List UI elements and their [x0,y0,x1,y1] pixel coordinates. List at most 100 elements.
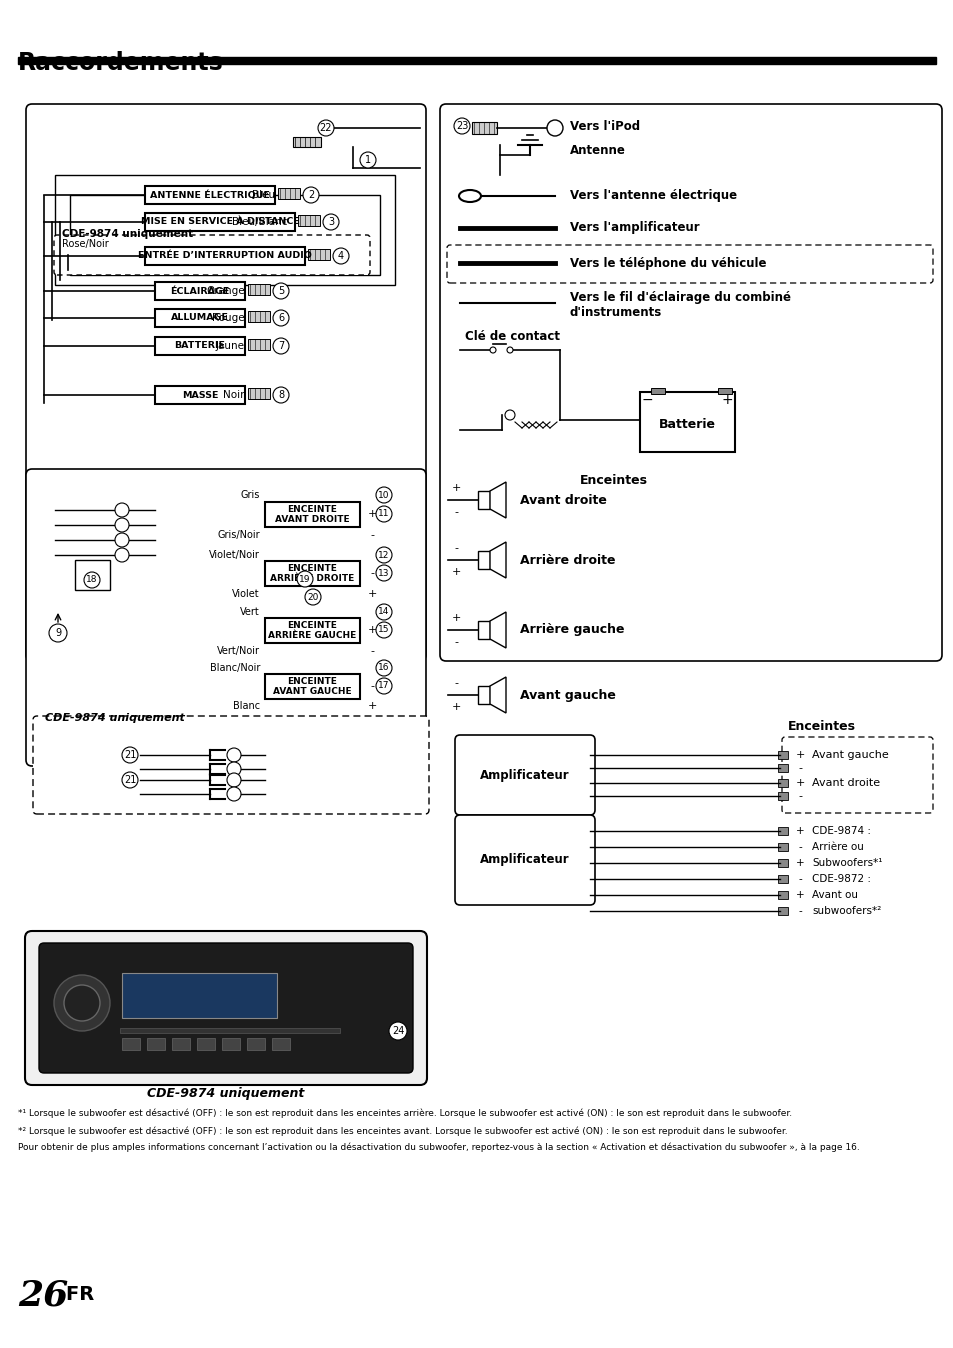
Bar [778,751,787,759]
Text: 11: 11 [377,510,390,519]
Text: 2: 2 [308,190,314,200]
Text: CDE-9874 uniquement: CDE-9874 uniquement [45,713,185,723]
Bar [248,388,270,399]
Bar [778,842,787,851]
Text: Rouge: Rouge [213,313,245,324]
Bar [55,175,395,284]
Text: +: + [795,857,803,868]
Bar [145,186,274,204]
Text: ÉCLAIRAGE: ÉCLAIRAGE [171,287,230,295]
Text: 16: 16 [377,663,390,673]
Text: 23: 23 [456,121,468,131]
Text: Violet/Noir: Violet/Noir [209,550,260,559]
Bar [472,123,497,133]
Bar [778,907,787,915]
Text: Noir: Noir [223,390,245,400]
Text: *¹ Lorsque le subwoofer est désactivé (OFF) : le son est reproduit dans les ence: *¹ Lorsque le subwoofer est désactivé (O… [18,1108,791,1117]
Bar [778,859,787,867]
Bar [247,1038,265,1050]
Bar [778,779,787,787]
Bar [778,875,787,883]
Text: 21: 21 [124,775,136,785]
Circle shape [375,487,392,503]
Text: -: - [454,638,457,647]
Text: Vers l'iPod: Vers l'iPod [569,120,639,132]
Text: CDE-9874 :: CDE-9874 : [811,826,870,836]
Text: Gris/Noir: Gris/Noir [217,530,260,541]
FancyBboxPatch shape [439,104,941,661]
Text: Enceintes: Enceintes [787,720,855,733]
Text: −: − [640,394,652,407]
Text: 1: 1 [365,155,371,164]
Circle shape [273,338,289,355]
Text: -: - [798,874,801,884]
Circle shape [389,1022,407,1041]
Text: 24: 24 [392,1026,404,1037]
Bar [147,1038,165,1050]
Text: +: + [720,394,732,407]
Bar [70,195,379,275]
Text: 20: 20 [307,593,318,601]
Text: CDE-9872 :: CDE-9872 : [811,874,870,884]
Circle shape [375,547,392,563]
Text: Avant droite: Avant droite [811,778,880,789]
Text: Rose/Noir: Rose/Noir [62,239,109,249]
Circle shape [490,346,496,353]
Text: Avant gauche: Avant gauche [811,749,888,760]
Text: Arrière ou: Arrière ou [811,842,863,852]
Circle shape [64,985,100,1020]
Bar [778,891,787,899]
Circle shape [227,787,241,801]
Bar [778,793,787,799]
Text: Gris: Gris [240,491,260,500]
Bar [222,1038,240,1050]
FancyBboxPatch shape [455,816,595,905]
FancyBboxPatch shape [781,737,932,813]
Text: ALLUMAGE: ALLUMAGE [171,314,229,322]
Circle shape [359,152,375,168]
Text: Bleu: Bleu [252,190,274,200]
Bar [122,1038,140,1050]
Circle shape [305,589,320,605]
Text: -: - [797,763,801,772]
Text: 19: 19 [299,574,311,584]
Text: Enceintes: Enceintes [579,473,647,487]
Text: -: - [797,791,801,801]
Text: -: - [454,678,457,687]
Bar [477,551,490,569]
Polygon shape [490,483,505,518]
Circle shape [122,747,138,763]
Text: Vers le téléphone du véhicule: Vers le téléphone du véhicule [569,256,765,270]
Text: Blanc/Noir: Blanc/Noir [210,663,260,673]
Bar [293,137,320,147]
Bar [248,311,270,322]
Text: -: - [370,681,374,692]
Text: Avant gauche: Avant gauche [519,689,616,701]
Text: *² Lorsque le subwoofer est désactivé (OFF) : le son est reproduit dans les ence: *² Lorsque le subwoofer est désactivé (O… [18,1126,787,1135]
Circle shape [227,762,241,776]
Text: 22: 22 [319,123,332,133]
Text: Antenne: Antenne [569,143,625,156]
Text: -: - [370,530,374,541]
Text: 17: 17 [377,682,390,690]
Bar [248,338,270,350]
Text: +: + [367,701,376,710]
Text: d'instruments: d'instruments [569,306,661,318]
Text: +: + [451,613,460,623]
Text: +: + [367,625,376,635]
Circle shape [504,410,515,421]
Text: CDE-9874 uniquement: CDE-9874 uniquement [147,1086,304,1100]
Circle shape [84,572,100,588]
Bar [154,309,245,328]
FancyBboxPatch shape [26,104,426,661]
Polygon shape [490,612,505,648]
Text: ANTENNE ÉLECTRIQUE: ANTENNE ÉLECTRIQUE [150,190,270,200]
Circle shape [323,214,338,231]
Text: +: + [795,826,803,836]
Circle shape [375,678,392,694]
FancyBboxPatch shape [26,469,426,766]
FancyBboxPatch shape [33,716,429,814]
Circle shape [375,621,392,638]
Text: 9: 9 [55,628,61,638]
Text: 5: 5 [277,286,284,297]
